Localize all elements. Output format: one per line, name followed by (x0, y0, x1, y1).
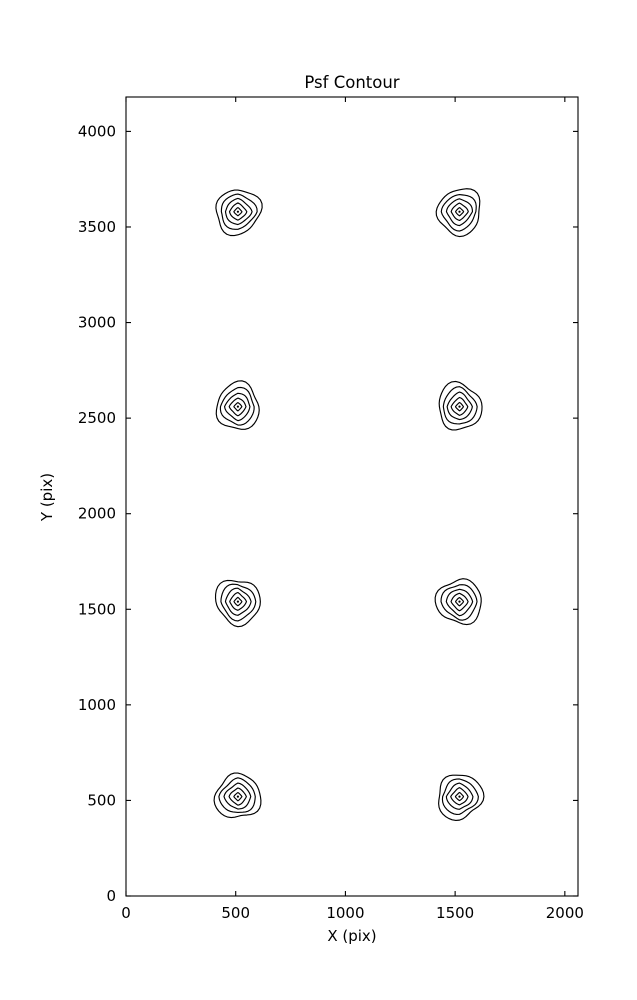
contour-level (445, 198, 474, 227)
y-axis-label: Y (pix) (38, 473, 56, 522)
psf-contour-blob (213, 772, 262, 819)
x-axis-label: X (pix) (327, 927, 376, 945)
contour-level (220, 193, 258, 230)
contour-level (223, 392, 251, 422)
contour-level (454, 401, 465, 412)
y-tick-label: 0 (106, 887, 116, 905)
y-axis-ticks: 0 500 1000 1500 2000 2500 3000 3500 4000 (78, 122, 578, 905)
contour-level (214, 579, 261, 628)
x-axis-ticks: 0 500 1000 1500 2000 (121, 97, 584, 922)
contour-center (458, 405, 461, 408)
contour-level (228, 397, 247, 417)
contour-level (219, 386, 255, 426)
y-tick-label: 4000 (78, 122, 116, 140)
contour-level (213, 772, 262, 819)
psf-contour-blob (215, 380, 260, 430)
x-tick-label: 2000 (546, 904, 584, 922)
contour-level (215, 380, 260, 430)
contour-level (438, 774, 485, 822)
contour-level (445, 588, 474, 617)
contour-level (450, 202, 469, 222)
x-tick-label: 1000 (326, 904, 364, 922)
x-tick-label: 0 (121, 904, 131, 922)
contour-level (440, 584, 478, 621)
y-tick-label: 3500 (78, 218, 116, 236)
contour-level (233, 596, 243, 607)
y-tick-label: 1000 (78, 696, 116, 714)
y-tick-label: 2500 (78, 409, 116, 427)
contour-level (228, 202, 248, 221)
psf-contour-blob (438, 774, 485, 822)
y-tick-label: 500 (87, 791, 116, 809)
contour-level (440, 193, 477, 232)
contour-level (455, 207, 465, 217)
contour-center (458, 600, 461, 603)
y-tick-label: 2000 (78, 505, 116, 523)
contour-level (441, 778, 479, 816)
contour-level (220, 583, 257, 622)
contour-center (458, 795, 461, 798)
psf-contour-blob (215, 189, 263, 237)
contour-center (236, 795, 240, 798)
x-tick-label: 1500 (436, 904, 474, 922)
contour-level (228, 787, 247, 806)
contour-level (218, 777, 256, 814)
contour-layer (213, 188, 485, 822)
contour-level (454, 596, 465, 607)
contour-level (434, 578, 482, 626)
contour-level (450, 396, 469, 416)
contour-level (223, 782, 252, 810)
y-tick-label: 1500 (78, 600, 116, 618)
contour-level (233, 206, 243, 217)
axes-frame (125, 96, 579, 897)
psf-contour-blob (214, 579, 261, 628)
contour-level (445, 782, 474, 810)
contour-level (224, 587, 252, 616)
psf-contour-blob (434, 578, 482, 626)
psf-contour-blob (438, 380, 483, 431)
psf-contour-blob (435, 188, 481, 238)
contour-level (438, 380, 483, 431)
contour-level (435, 188, 481, 238)
contour-center (236, 405, 240, 408)
x-tick-label: 500 (221, 904, 250, 922)
contour-level (446, 391, 473, 421)
contour-level (215, 189, 263, 237)
contour-level (229, 591, 248, 611)
page-title: Psf Contour (304, 73, 399, 92)
y-tick-label: 3000 (78, 314, 116, 332)
contour-level (450, 787, 469, 806)
contour-level (454, 791, 465, 802)
contour-level (233, 402, 243, 412)
contour-center (236, 210, 240, 213)
contour-level (224, 197, 253, 226)
contour-level (442, 386, 478, 425)
contour-center (458, 210, 461, 213)
contour-level (450, 592, 469, 612)
contour-level (233, 791, 243, 802)
contour-center (236, 600, 240, 603)
